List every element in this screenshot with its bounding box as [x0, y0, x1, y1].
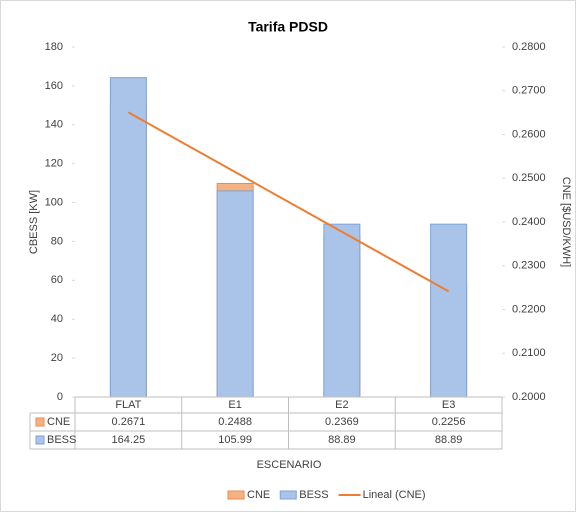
y-tick-label: 60: [51, 274, 63, 286]
table-cell: 0.2369: [325, 416, 359, 428]
table-cell: 0.2671: [112, 416, 146, 428]
y-axis-title: CBESS [KW]: [28, 190, 40, 254]
legend-key: [279, 490, 297, 500]
y-tick-label: 20: [51, 352, 63, 364]
legend-label: BESS: [299, 489, 328, 501]
y-tick-label: 140: [45, 119, 63, 131]
y2-tick-label: 0.2800: [512, 41, 546, 53]
y2-tick-label: 0.2200: [512, 303, 546, 315]
y-tick-label: 100: [45, 196, 63, 208]
y2-tick-label: 0.2700: [512, 85, 546, 97]
y2-tick-label: 0.2000: [512, 391, 546, 403]
y2-tick-label: 0.2300: [512, 260, 546, 272]
y-tick-label: 80: [51, 235, 63, 247]
y2-tick-label: 0.2400: [512, 216, 546, 228]
x-tick-label: FLAT: [115, 399, 141, 411]
table-legend-key: [35, 417, 45, 427]
legend-label: CNE: [247, 489, 270, 501]
y-tick-label: 40: [51, 313, 63, 325]
x-tick-label: E2: [335, 399, 348, 411]
bar: [216, 190, 254, 398]
y2-axis-title: CNE [$USD/KWH]: [560, 177, 572, 267]
y-tick-label: 180: [45, 41, 63, 53]
bar: [109, 77, 147, 398]
y-tick-label: 160: [45, 80, 63, 92]
table-cell: 0.2256: [432, 416, 466, 428]
y-tick-label: 0: [57, 391, 63, 403]
table-row-label: BESS: [47, 434, 76, 446]
y-tick-label: 120: [45, 158, 63, 170]
table-cell: 105.99: [218, 434, 252, 446]
chart-title: Tarifa PDSD: [248, 19, 328, 35]
table-row-label: CNE: [47, 416, 70, 428]
legend-key: [227, 490, 245, 500]
table-cell: 0.2488: [218, 416, 252, 428]
x-tick-label: E1: [228, 399, 241, 411]
y2-tick-label: 0.2500: [512, 172, 546, 184]
bar: [430, 223, 468, 398]
y2-tick-label: 0.2600: [512, 128, 546, 140]
table-cell: 164.25: [112, 434, 146, 446]
y2-tick-label: 0.2100: [512, 347, 546, 359]
trendline: [127, 111, 450, 293]
x-axis-title: ESCENARIO: [257, 459, 322, 471]
legend-label: Lineal (CNE): [363, 489, 426, 501]
x-tick-label: E3: [442, 399, 455, 411]
table-legend-key: [35, 435, 45, 445]
bar: [323, 223, 361, 398]
table-cell: 88.89: [435, 434, 463, 446]
table-cell: 88.89: [328, 434, 356, 446]
